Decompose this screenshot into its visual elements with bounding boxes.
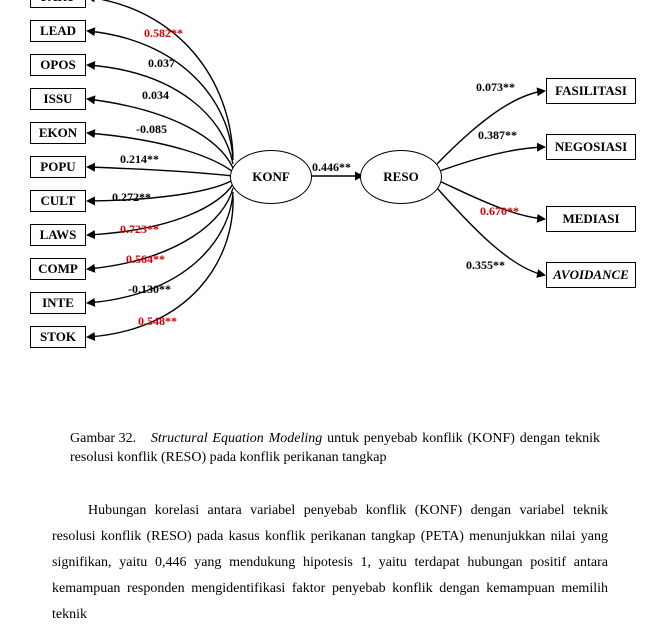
latent-konf: KONF bbox=[230, 150, 312, 204]
indicator-box-inte: INTE bbox=[30, 292, 86, 314]
center-coef: 0.446** bbox=[312, 160, 351, 175]
indicator-box-laws: LAWS bbox=[30, 224, 86, 246]
indicator-box-fasilitasi: FASILITASI bbox=[546, 78, 636, 104]
right-coef-1: 0.387** bbox=[478, 128, 517, 143]
indicator-box-cult: CULT bbox=[30, 190, 86, 212]
indicator-box-comp: COMP bbox=[30, 258, 86, 280]
indicator-box-mediasi: MEDIASI bbox=[546, 206, 636, 232]
left-coef-4: 0.214** bbox=[120, 152, 159, 167]
indicator-box-popu: POPU bbox=[30, 156, 86, 178]
right-coef-2: 0.670** bbox=[480, 204, 519, 219]
left-coef-1: 0.037 bbox=[148, 56, 175, 71]
figure-caption: Gambar 32. Structural Equation Modeling … bbox=[70, 430, 600, 468]
caption-rest: untuk penyebab konflik (KONF) dengan tek… bbox=[70, 431, 600, 465]
indicator-box-negosiasi: NEGOSIASI bbox=[546, 134, 636, 160]
left-coef-0: 0.582** bbox=[144, 26, 183, 41]
indicator-box-ekon: EKON bbox=[30, 122, 86, 144]
left-coef-2: 0.034 bbox=[142, 88, 169, 103]
left-coef-8: -0.130** bbox=[128, 282, 171, 297]
caption-italic: Structural Equation Modeling bbox=[151, 431, 322, 446]
body-paragraph: Hubungan korelasi antara variabel penyeb… bbox=[52, 498, 608, 627]
left-coef-6: 0.723** bbox=[120, 222, 159, 237]
latent-reso: RESO bbox=[360, 150, 442, 204]
indicator-box-stok: STOK bbox=[30, 326, 86, 348]
indicator-box-issu: ISSU bbox=[30, 88, 86, 110]
indicator-box-opos: OPOS bbox=[30, 54, 86, 76]
left-coef-3: -0.085 bbox=[136, 122, 167, 137]
indicator-box-part: PART bbox=[30, 0, 86, 8]
left-coef-5: 0.272** bbox=[112, 190, 151, 205]
indicator-box-lead: LEAD bbox=[30, 20, 86, 42]
caption-label: Gambar 32. bbox=[70, 430, 146, 449]
left-coef-9: 0.548** bbox=[138, 314, 177, 329]
left-coef-7: 0.564** bbox=[126, 252, 165, 267]
sem-paths-svg bbox=[0, 0, 660, 470]
right-coef-0: 0.073** bbox=[476, 80, 515, 95]
right-coef-3: 0.355** bbox=[466, 258, 505, 273]
indicator-box-avoidance: AVOIDANCE bbox=[546, 262, 636, 288]
